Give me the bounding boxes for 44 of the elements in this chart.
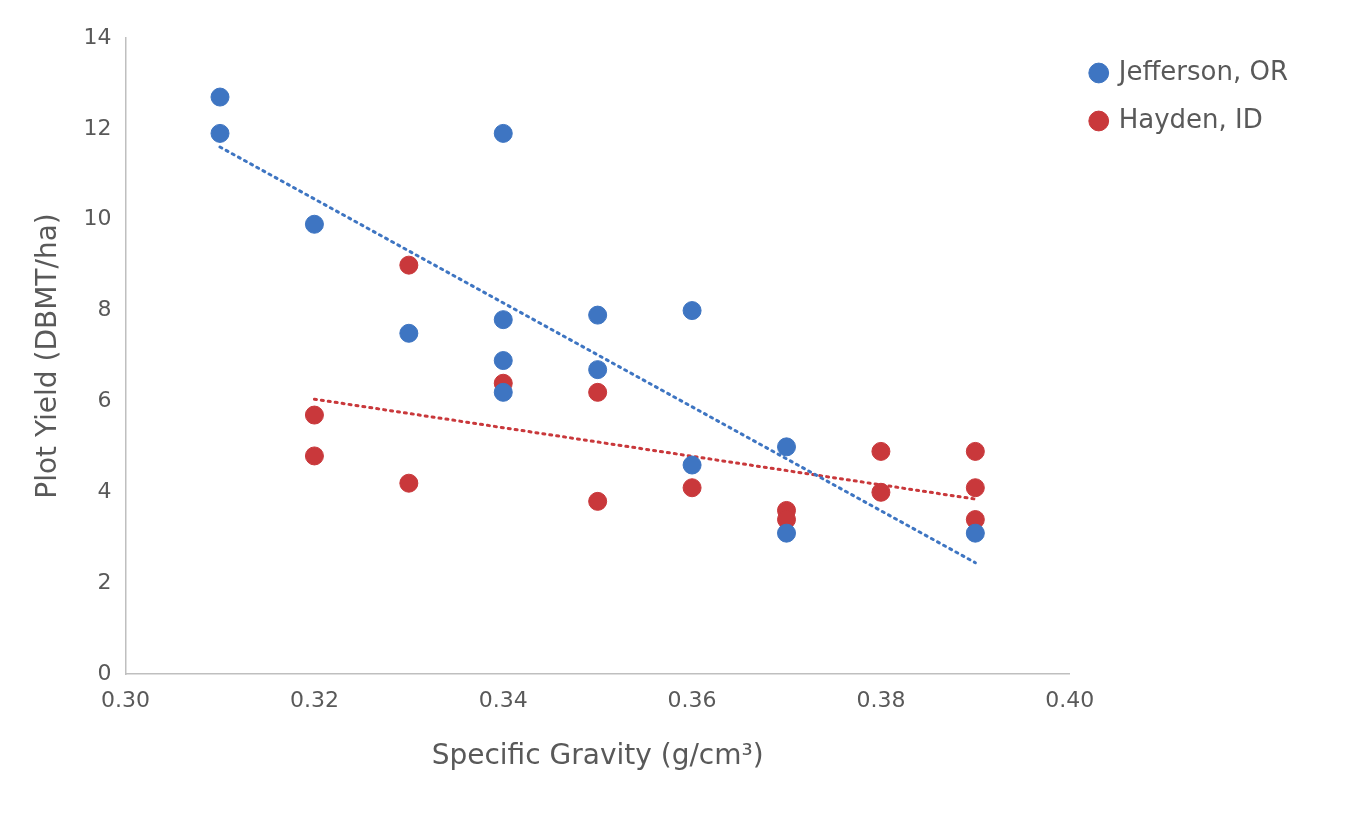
y-tick-label: 0 bbox=[97, 659, 112, 685]
y-tick-label: 14 bbox=[83, 23, 112, 49]
y-axis-title: Plot Yield (DBMT/ha) bbox=[30, 213, 64, 499]
point bbox=[493, 310, 513, 330]
point bbox=[682, 455, 702, 475]
y-tick-label: 8 bbox=[97, 296, 112, 322]
point bbox=[493, 382, 513, 402]
point bbox=[965, 441, 985, 461]
point bbox=[588, 305, 608, 325]
x-tick-label: 0.30 bbox=[101, 686, 151, 712]
point bbox=[871, 441, 891, 461]
point bbox=[588, 491, 608, 511]
point bbox=[304, 214, 324, 234]
point bbox=[304, 446, 324, 466]
point bbox=[588, 360, 608, 380]
legend-label: Jefferson, OR bbox=[1116, 55, 1289, 86]
point bbox=[777, 523, 796, 543]
legend-label: Hayden, ID bbox=[1118, 103, 1263, 134]
point bbox=[399, 473, 419, 493]
point bbox=[493, 351, 513, 371]
y-tick-label: 10 bbox=[83, 205, 112, 231]
y-tick-label: 4 bbox=[97, 478, 112, 503]
point bbox=[588, 382, 608, 402]
x-tick-label: 0.34 bbox=[478, 686, 528, 712]
point bbox=[682, 301, 702, 321]
point bbox=[304, 405, 324, 425]
point bbox=[871, 482, 891, 502]
x-tick-label: 0.38 bbox=[856, 686, 906, 712]
y-tick-label: 12 bbox=[83, 114, 112, 140]
y-tick-label: 6 bbox=[97, 387, 112, 413]
point bbox=[210, 87, 230, 107]
point bbox=[682, 478, 702, 498]
point bbox=[965, 523, 985, 543]
x-axis-title: Specific Gravity (g/cm³) bbox=[431, 738, 764, 772]
y-tick-label: 2 bbox=[97, 568, 112, 594]
x-tick-label: 0.32 bbox=[289, 686, 339, 712]
point bbox=[210, 123, 230, 143]
x-tick-label: 0.36 bbox=[667, 686, 717, 712]
point bbox=[493, 123, 513, 143]
point bbox=[965, 478, 985, 498]
x-tick-label: 0.40 bbox=[1045, 686, 1095, 712]
point bbox=[399, 323, 419, 343]
point bbox=[399, 255, 419, 275]
point bbox=[777, 437, 796, 457]
